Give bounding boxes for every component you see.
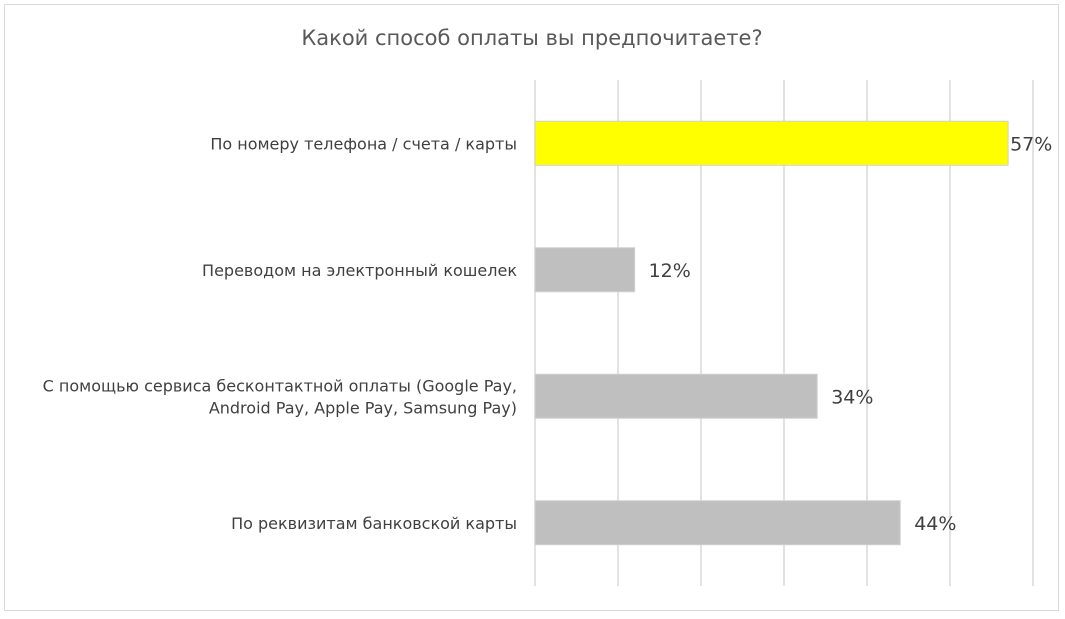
value-label-3: 34% <box>831 386 873 408</box>
category-label-2: Переводом на электронный кошелек <box>202 261 517 280</box>
bar-4 <box>534 500 901 546</box>
chart-title: Какой способ оплаты вы предпочитаете? <box>301 26 762 50</box>
category-label-1: По номеру телефона / счета / карты <box>210 134 517 153</box>
category-label-3: С помощью сервиса бесконтактной оплаты (… <box>43 376 517 417</box>
bar-2 <box>534 247 636 293</box>
category-label-4: По реквизитам банковской карты <box>231 514 517 533</box>
value-labels: 57% 12% 34% 44% <box>649 133 1053 535</box>
bars <box>534 120 1009 546</box>
category-labels: По номеру телефона / счета / карты Перево… <box>43 134 518 533</box>
bar-1 <box>534 120 1009 166</box>
bar-3 <box>534 373 818 419</box>
value-label-1: 57% <box>1010 133 1052 155</box>
value-label-4: 44% <box>914 513 956 535</box>
value-label-2: 12% <box>649 260 691 282</box>
